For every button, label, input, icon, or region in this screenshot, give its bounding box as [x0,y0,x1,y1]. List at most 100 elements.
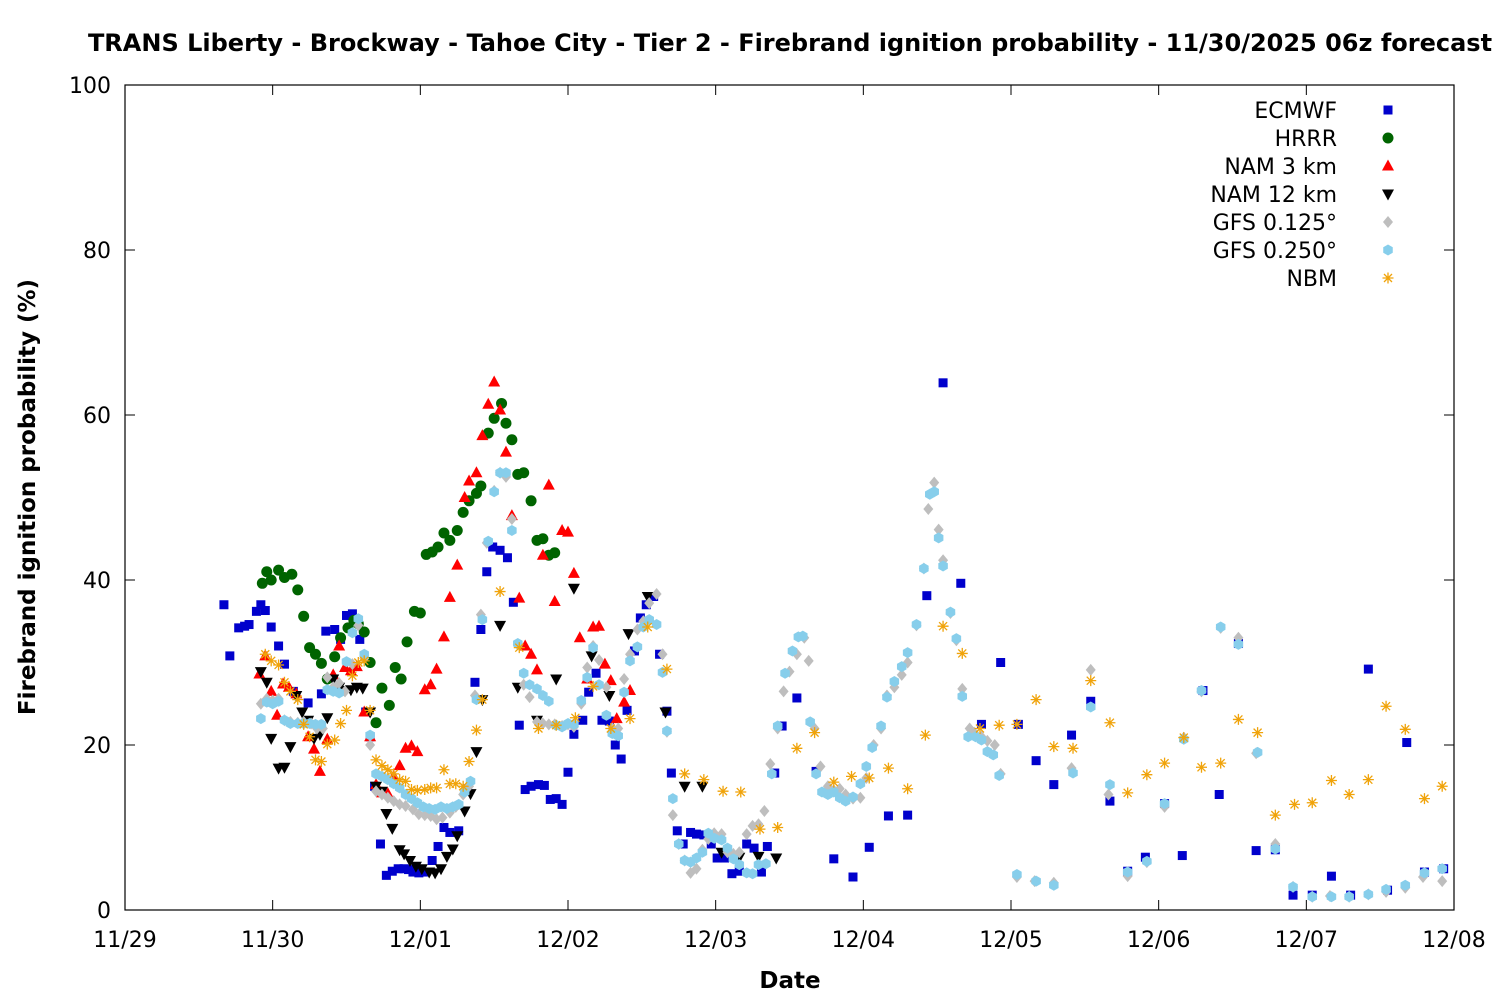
data-point [425,782,437,794]
data-point [686,827,696,837]
data-point [548,594,561,606]
data-point [809,727,821,739]
data-point [532,723,544,734]
data-point [1049,780,1059,790]
data-point [722,842,733,854]
data-point [321,626,331,636]
data-point [591,668,601,678]
data-point [641,592,654,603]
data-point [584,687,594,697]
data-point [957,682,968,695]
data-point [798,630,808,642]
data-point [383,699,395,711]
data-point [1159,798,1170,810]
data-point [1363,888,1374,900]
data-point [1031,756,1041,766]
data-point [437,630,450,642]
data-point [427,856,437,865]
data-point [1178,732,1190,744]
data-point [603,691,616,702]
data-point [557,799,567,809]
data-point [506,512,517,525]
x-tick-label: 12/08 [1422,928,1485,953]
data-point [394,774,406,786]
y-tick-label: 60 [83,404,111,429]
data-point [567,583,580,595]
data-point [1122,866,1133,878]
data-point [562,525,574,537]
data-point [260,677,273,689]
data-point [848,791,858,803]
data-point [1288,881,1298,893]
data-point [1362,774,1374,786]
data-point [993,719,1005,731]
data-point [855,791,866,804]
legend-label: GFS 0.125° [1213,211,1337,236]
data-point [225,651,235,661]
data-point [601,709,612,721]
data-point [457,506,469,518]
data-point [666,768,676,778]
data-point [922,591,932,601]
data-point [622,629,635,641]
data-point [342,610,351,620]
data-point [525,495,537,507]
data-point [765,757,776,770]
data-point [974,723,986,734]
data-point [420,867,430,877]
data-point [598,657,611,669]
data-point [431,782,443,794]
data-point [315,657,327,669]
data-point [273,659,285,671]
data-point [432,541,444,553]
data-point [1122,787,1134,799]
data-point [446,844,459,856]
data-point [370,754,382,766]
data-point [846,770,858,782]
data-point [1437,875,1448,888]
data-point [956,647,968,659]
data-point [414,607,426,619]
data-point [691,829,701,839]
data-point [772,720,783,732]
data-point [544,695,554,707]
data-point [741,828,752,841]
data-point [582,661,593,674]
data-point [1363,664,1373,674]
data-point [341,704,352,716]
data-point [286,568,298,580]
data-point [989,739,1000,751]
data-point [256,713,266,725]
data-point [518,667,529,679]
data-point [1011,718,1023,730]
legend-marker [1382,189,1394,201]
data-point [450,778,462,790]
data-point [578,715,588,725]
data-point [791,742,803,754]
data-point [411,784,423,796]
data-point [635,613,645,623]
data-point [963,731,973,743]
x-axis-label: Date [759,968,820,994]
data-point [1399,723,1411,735]
data-point [734,866,744,876]
data-point [502,553,512,563]
data-point [329,734,341,746]
data-point [322,671,333,684]
data-point [507,525,517,536]
data-point [465,775,476,787]
data-point [883,811,893,821]
data-point [632,641,643,653]
data-point [792,693,802,703]
data-point [494,620,507,632]
data-point [811,768,821,780]
data-point [1289,798,1301,810]
data-point [398,849,411,861]
data-point [500,417,512,429]
data-point [1068,767,1078,779]
data-point [413,808,424,821]
data-point [618,695,631,707]
data-point [619,686,629,698]
data-point [616,754,626,764]
data-point [569,712,581,724]
